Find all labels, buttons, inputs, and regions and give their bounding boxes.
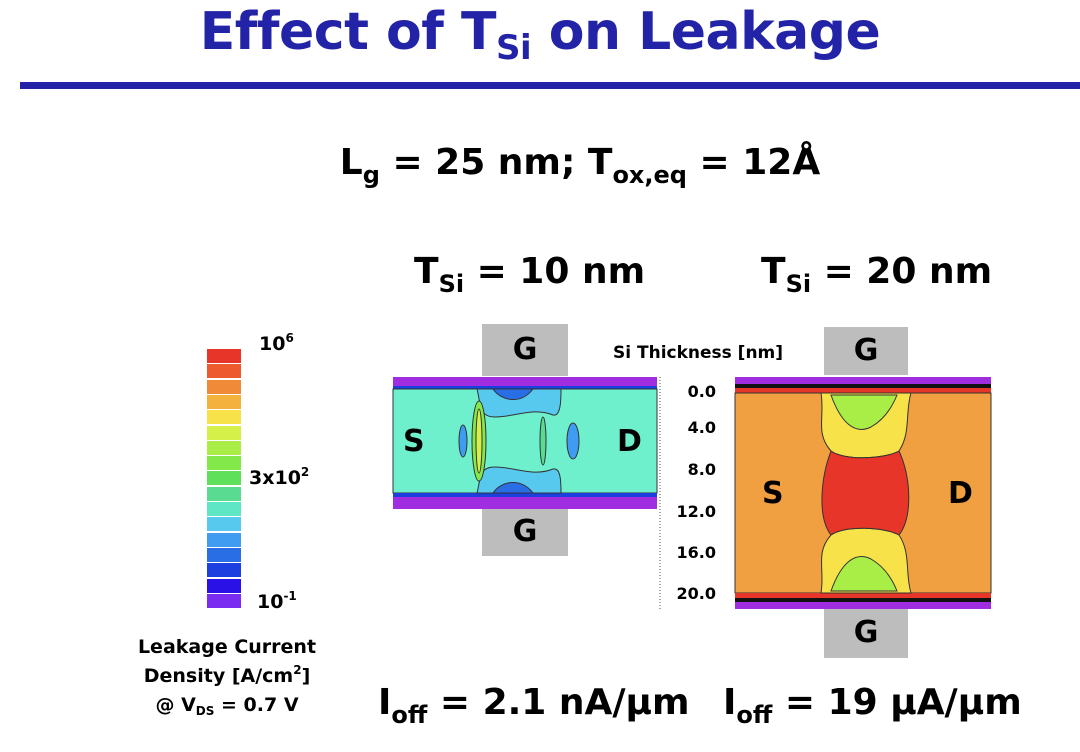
device1-leakage-contour (392, 377, 658, 509)
colorbar-swatch (207, 578, 241, 593)
tsi-20-heading: TSi = 20 nm (761, 251, 993, 298)
device1-top-gate: G (482, 324, 568, 376)
colorbar-swatch (207, 425, 241, 440)
colorbar-swatch (207, 471, 241, 486)
colorbar-swatch (207, 502, 241, 516)
colorbar-swatch (207, 517, 241, 532)
axis-tick-label: 20.0 (676, 584, 716, 603)
colorbar-swatch (207, 349, 241, 363)
device2-bottom-gate: G (824, 608, 908, 658)
caption-line-1: Leakage Current (137, 636, 317, 658)
ioff-20nm-result: Ioff = 19 μA/μm (723, 682, 1022, 729)
title-divider (20, 82, 1080, 89)
caption-line-2: Density [A/cm2] (143, 663, 311, 687)
axis-tick-label: 0.0 (687, 382, 716, 401)
colorbar-swatch (207, 379, 241, 394)
colorbar-max-label: 106 (259, 331, 294, 355)
axis-tick-label: 4.0 (687, 418, 716, 437)
device1-source-label: S (403, 424, 425, 459)
ioff-10nm-result: Ioff = 2.1 nA/μm (378, 682, 690, 729)
device1-drain-label: D (617, 424, 642, 459)
slide-title: Effect of TSi on Leakage (199, 2, 881, 68)
caption-line-3: @ VDS = 0.7 V (155, 694, 299, 718)
colorbar-swatch (207, 410, 241, 425)
device2-drain-label: D (948, 476, 973, 511)
colorbar-caption: Leakage Current Density [A/cm2] @ VDS = … (120, 633, 334, 720)
axis-tick-label: 8.0 (687, 460, 716, 479)
colorbar-swatch (207, 440, 241, 455)
device-parameters: Lg = 25 nm; Tox,eq = 12Å (339, 142, 821, 189)
colorbar-swatch (207, 532, 241, 547)
colorbar-swatch (207, 563, 241, 578)
si-thickness-axis-line (659, 377, 661, 609)
colorbar-swatch (207, 547, 241, 562)
colorbar-swatch (207, 486, 241, 501)
colorbar-swatch (207, 394, 241, 409)
colorbar-mid-label: 3x102 (249, 465, 310, 489)
tsi-10-heading: TSi = 10 nm (414, 251, 646, 298)
device2-top-gate: G (824, 327, 908, 375)
colorbar-swatch (207, 456, 241, 471)
colorbar-min-label: 10-1 (257, 589, 297, 613)
axis-tick-label: 12.0 (676, 502, 716, 521)
device2-leakage-contour (734, 377, 992, 609)
axis-tick-label: 16.0 (676, 543, 716, 562)
device1-bottom-gate: G (482, 508, 568, 556)
si-thickness-axis-title: Si Thickness [nm] (613, 343, 784, 363)
colorbar-swatch (207, 364, 241, 379)
colorbar-swatch (207, 593, 241, 608)
device2-source-label: S (762, 476, 784, 511)
